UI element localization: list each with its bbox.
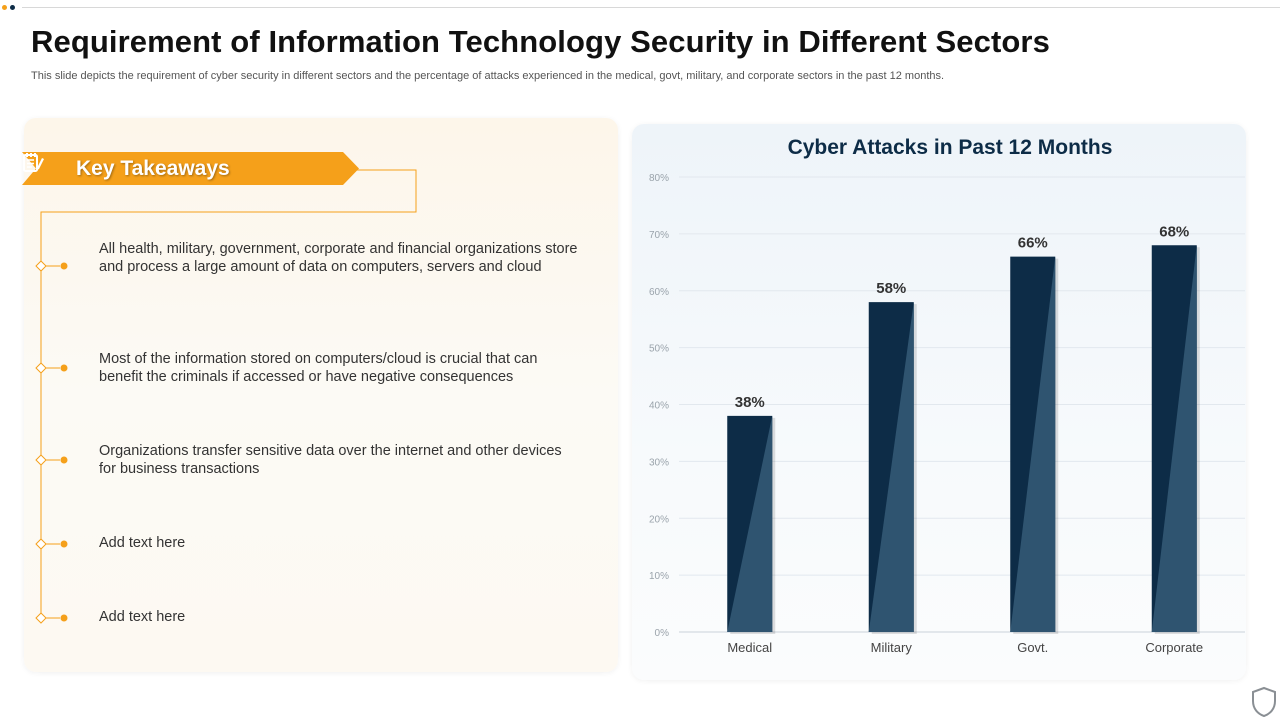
bar: [1151, 245, 1200, 634]
page-title: Requirement of Information Technology Se…: [31, 24, 1050, 59]
x-tick-label: Govt.: [1017, 640, 1048, 655]
takeaway-item: Most of the information stored on comput…: [99, 351, 538, 385]
key-takeaways-banner: Key Takeaways: [22, 152, 359, 185]
takeaway-item: Add text here: [99, 609, 186, 625]
y-tick-label: 0%: [655, 628, 670, 639]
bar-value-label: 68%: [1159, 223, 1189, 240]
bar-value-label: 58%: [876, 280, 906, 297]
top-divider: [22, 7, 1280, 8]
bar: [1010, 256, 1059, 634]
orange-dot: [2, 5, 7, 10]
bar: [868, 302, 917, 634]
notepad-pencil-icon: [23, 153, 44, 172]
bar-value-label: 66%: [1018, 235, 1048, 252]
page-subtitle: This slide depicts the requirement of cy…: [31, 70, 945, 82]
takeaway-item: Organizations transfer sensitive data ov…: [99, 443, 562, 477]
x-tick-label: Corporate: [1145, 640, 1203, 655]
shield-icon: [1252, 686, 1276, 718]
y-tick-label: 10%: [649, 571, 669, 582]
bar: [727, 415, 776, 634]
y-tick-label: 70%: [649, 230, 669, 241]
y-tick-label: 50%: [649, 344, 669, 355]
y-tick-label: 60%: [649, 287, 669, 298]
y-tick-label: 40%: [649, 401, 669, 412]
y-tick-label: 80%: [649, 173, 669, 184]
takeaway-item: All health, military, government, corpor…: [99, 241, 578, 275]
chart-title: Cyber Attacks in Past 12 Months: [787, 136, 1113, 159]
bar-value-label: 38%: [735, 394, 765, 411]
banner-shape: [22, 152, 359, 185]
takeaway-item: Add text here: [99, 535, 186, 551]
navy-dot: [10, 5, 15, 10]
x-tick-label: Medical: [727, 640, 772, 655]
y-tick-label: 30%: [649, 457, 669, 468]
x-tick-label: Military: [871, 640, 913, 655]
y-tick-label: 20%: [649, 514, 669, 525]
key-takeaways-heading: Key Takeaways: [76, 157, 230, 180]
